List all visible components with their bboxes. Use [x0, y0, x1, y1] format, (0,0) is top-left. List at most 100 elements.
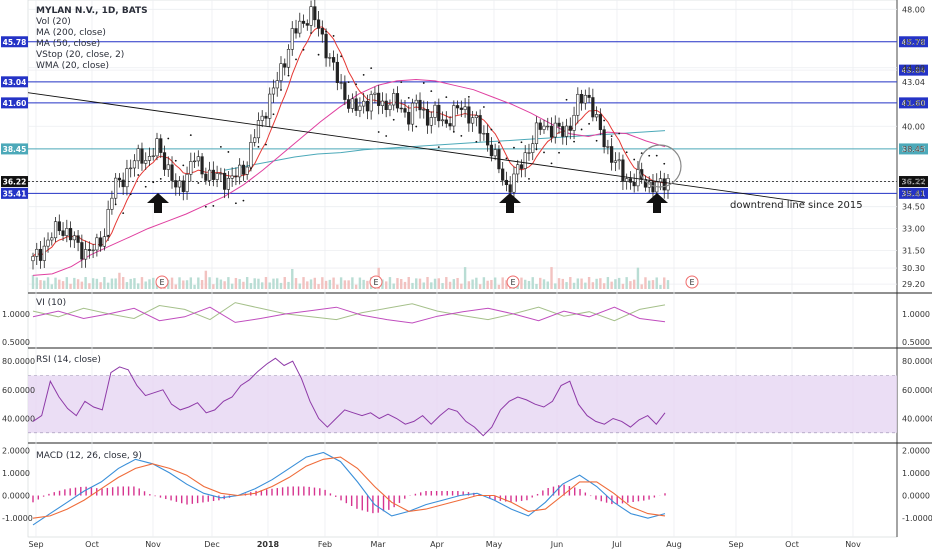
- price-level-badge-left: [1, 76, 28, 88]
- price-tick-label: 31.50: [902, 247, 925, 256]
- macd-legend[interactable]: MACD (12, 26, close, 9): [36, 451, 142, 461]
- vstop-dot: [182, 164, 185, 167]
- vi-tick-label-left: 1.0000: [2, 310, 30, 319]
- earnings-label: E: [510, 278, 515, 287]
- vstop-dot: [460, 135, 463, 137]
- vstop-dot: [498, 141, 500, 144]
- rsi-tick-label: 60.0000: [902, 386, 932, 395]
- volume-bar: [418, 278, 422, 289]
- candle-body: [136, 148, 140, 162]
- volume-bar: [602, 283, 606, 289]
- candle-body: [598, 114, 602, 130]
- candle-body: [170, 164, 174, 181]
- legend-ma50[interactable]: MA (50, close): [36, 39, 101, 49]
- volume-bar: [441, 283, 444, 289]
- candle-body: [482, 132, 486, 135]
- candle-body: [114, 177, 118, 199]
- vstop-dot: [317, 53, 320, 56]
- vstop-dot: [400, 81, 403, 84]
- price-level-label-right: 35.41: [902, 189, 926, 198]
- vstop-dot: [159, 178, 162, 180]
- candle-body: [331, 57, 336, 63]
- vi-legend[interactable]: VI (10): [36, 298, 67, 308]
- vstop-dot: [332, 35, 335, 37]
- candle-body: [189, 161, 193, 175]
- candle-body: [504, 179, 509, 186]
- candle-body: [320, 28, 324, 35]
- candle-body: [283, 63, 287, 68]
- legend-ma200[interactable]: MA (200, close): [36, 28, 106, 38]
- candle-body: [106, 209, 110, 238]
- candle-body: [433, 104, 437, 118]
- candle-body: [144, 160, 148, 164]
- x-tick-label: Aug: [666, 540, 682, 549]
- legend-vstop[interactable]: VStop (20, close, 2): [36, 50, 125, 60]
- earnings-label: E: [689, 278, 694, 287]
- vstop-dot: [377, 131, 380, 133]
- candle-body: [192, 160, 197, 163]
- earnings-label: E: [159, 278, 164, 287]
- candle-body: [625, 178, 629, 182]
- candle-body: [350, 98, 354, 109]
- rsi-legend[interactable]: RSI (14, close): [36, 355, 101, 365]
- price-tick-label: 45.78: [902, 38, 925, 47]
- signal-line: [32, 456, 666, 519]
- candle-body: [662, 178, 666, 191]
- volume-bar: [178, 277, 181, 289]
- candle-body: [223, 172, 227, 190]
- vstop-dot: [347, 81, 350, 84]
- price-level-badge-left: [1, 176, 28, 188]
- earnings-icon: [506, 275, 520, 289]
- volume-bar: [170, 277, 174, 289]
- x-tick-label: 2018: [257, 540, 280, 549]
- volume-bar: [238, 279, 241, 289]
- candle-body: [166, 164, 170, 170]
- x-tick-label: Sep: [728, 540, 743, 549]
- volume-bar: [129, 278, 132, 289]
- x-tick-label: Sep: [28, 540, 43, 549]
- candle-body: [422, 109, 426, 111]
- volume-bar: [50, 284, 53, 289]
- vstop-dot: [340, 55, 343, 58]
- vstop-dot: [355, 83, 358, 86]
- price-tick-label: 43.84: [902, 66, 925, 75]
- price-level-badge-left: [1, 97, 28, 109]
- volume-bar: [283, 277, 286, 289]
- candle-body: [531, 143, 535, 153]
- candle-body: [425, 109, 430, 126]
- candle-body: [132, 160, 137, 169]
- volume-bar: [396, 278, 399, 289]
- candle-body: [354, 98, 358, 111]
- vstop-dot: [550, 162, 553, 165]
- volume-bar: [324, 280, 328, 289]
- candle-body: [561, 126, 565, 137]
- volume-bar: [276, 278, 279, 289]
- price-tick-label: 30.30: [902, 264, 925, 273]
- price-level-badge-right: [899, 97, 928, 109]
- volume-bar: [88, 283, 91, 289]
- volume-bar: [76, 279, 80, 289]
- volume-bar: [493, 277, 497, 289]
- vi-minus-line: [32, 306, 666, 324]
- volume-bar: [279, 282, 283, 289]
- price-level-badge-left: [1, 187, 28, 199]
- legend-vol[interactable]: Vol (20): [36, 17, 71, 27]
- vstop-dot: [325, 30, 327, 33]
- vstop-dot: [505, 157, 508, 160]
- candle-body: [286, 48, 291, 68]
- vstop-dot: [588, 122, 590, 125]
- vstop-dot: [370, 67, 373, 70]
- rsi-tick-label-left: 60.0000: [2, 386, 35, 395]
- candle-body: [147, 156, 152, 161]
- trendline-annotation: downtrend line since 2015: [730, 200, 863, 211]
- volume-bar: [43, 280, 46, 289]
- volume-bar: [272, 278, 275, 289]
- candle-body: [343, 82, 347, 100]
- volume-bar: [621, 283, 625, 289]
- candle-body: [395, 93, 400, 109]
- volume-bar: [505, 280, 508, 289]
- candle-body: [373, 92, 377, 95]
- candle-body: [140, 148, 144, 164]
- volume-bar: [463, 267, 467, 289]
- legend-wma[interactable]: WMA (20, close): [36, 61, 110, 71]
